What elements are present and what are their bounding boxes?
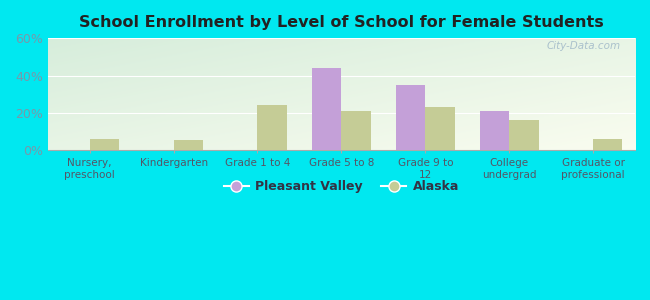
Bar [396,85,425,150]
Bar [312,68,341,150]
Text: City-Data.com: City-Data.com [546,41,620,52]
Bar [341,111,370,150]
Bar [480,111,509,150]
Bar [257,106,287,150]
Bar [593,139,623,150]
Bar [174,140,203,150]
Legend: Pleasant Valley, Alaska: Pleasant Valley, Alaska [219,175,464,198]
Bar [425,107,454,150]
Title: School Enrollment by Level of School for Female Students: School Enrollment by Level of School for… [79,15,604,30]
Bar [90,139,119,150]
Bar [509,120,538,150]
